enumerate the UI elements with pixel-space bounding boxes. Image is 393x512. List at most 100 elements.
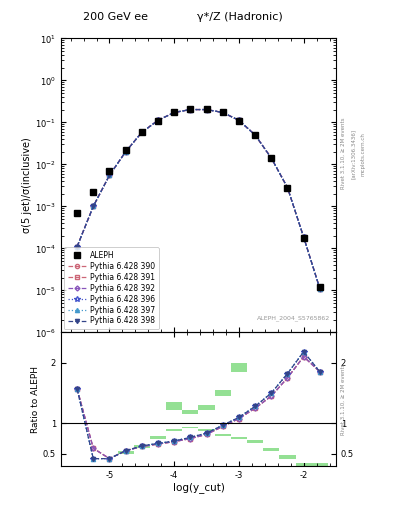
Line: Pythia 6.428 391: Pythia 6.428 391: [75, 108, 322, 291]
Pythia 6.428 398: [237, 117, 241, 123]
Pythia 6.428 392: [285, 184, 290, 190]
Pythia 6.428 392: [318, 286, 322, 292]
Pythia 6.428 390: [301, 234, 306, 240]
Pythia 6.428 397: [269, 155, 274, 161]
Line: Pythia 6.428 390: Pythia 6.428 390: [75, 108, 322, 291]
Pythia 6.428 390: [91, 203, 95, 209]
Pythia 6.428 398: [220, 110, 225, 116]
Pythia 6.428 391: [204, 106, 209, 113]
Pythia 6.428 396: [107, 172, 112, 178]
Pythia 6.428 397: [156, 117, 160, 123]
Pythia 6.428 391: [269, 155, 274, 161]
Pythia 6.428 396: [75, 244, 79, 250]
Pythia 6.428 392: [123, 148, 128, 155]
Pythia 6.428 397: [204, 106, 209, 113]
Pythia 6.428 392: [301, 234, 306, 240]
Text: Rivet 3.1.10, ≥ 2M events: Rivet 3.1.10, ≥ 2M events: [341, 118, 346, 189]
Line: ALEPH: ALEPH: [74, 106, 323, 290]
ALEPH: [301, 234, 306, 241]
Pythia 6.428 397: [140, 129, 144, 135]
Pythia 6.428 392: [220, 110, 225, 116]
Line: Pythia 6.428 397: Pythia 6.428 397: [75, 108, 322, 291]
Pythia 6.428 398: [107, 172, 112, 178]
Pythia 6.428 397: [188, 106, 193, 113]
Pythia 6.428 390: [123, 148, 128, 155]
Pythia 6.428 398: [253, 132, 257, 138]
Pythia 6.428 396: [253, 132, 257, 138]
Pythia 6.428 391: [188, 106, 193, 113]
Pythia 6.428 392: [237, 117, 241, 123]
Pythia 6.428 398: [285, 184, 290, 190]
Pythia 6.428 390: [237, 117, 241, 123]
Line: Pythia 6.428 396: Pythia 6.428 396: [74, 107, 323, 291]
Pythia 6.428 390: [269, 155, 274, 161]
ALEPH: [204, 106, 209, 112]
Pythia 6.428 397: [220, 110, 225, 116]
Pythia 6.428 392: [204, 106, 209, 113]
Pythia 6.428 397: [75, 244, 79, 250]
Text: ALEPH_2004_S5765862: ALEPH_2004_S5765862: [257, 315, 331, 321]
Pythia 6.428 392: [75, 244, 79, 250]
Pythia 6.428 391: [318, 286, 322, 292]
Pythia 6.428 396: [237, 117, 241, 123]
Pythia 6.428 392: [269, 155, 274, 161]
Line: Pythia 6.428 392: Pythia 6.428 392: [75, 108, 321, 290]
ALEPH: [123, 147, 128, 153]
Pythia 6.428 397: [91, 203, 95, 209]
Pythia 6.428 396: [140, 129, 144, 135]
Pythia 6.428 398: [318, 286, 322, 292]
Pythia 6.428 391: [91, 203, 95, 209]
Text: [arXiv:1306.3436]: [arXiv:1306.3436]: [351, 129, 356, 179]
Pythia 6.428 396: [172, 110, 176, 116]
Pythia 6.428 396: [318, 286, 322, 292]
Pythia 6.428 397: [301, 234, 306, 240]
Pythia 6.428 398: [140, 129, 144, 135]
Pythia 6.428 392: [107, 172, 112, 178]
ALEPH: [237, 118, 241, 124]
ALEPH: [318, 284, 322, 290]
Pythia 6.428 392: [188, 106, 193, 113]
Text: 200 GeV ee: 200 GeV ee: [83, 12, 147, 22]
Pythia 6.428 390: [204, 106, 209, 113]
Pythia 6.428 390: [253, 132, 257, 138]
Pythia 6.428 398: [188, 106, 193, 113]
Pythia 6.428 398: [301, 234, 306, 240]
Pythia 6.428 397: [172, 110, 176, 116]
Pythia 6.428 391: [220, 110, 225, 116]
Pythia 6.428 390: [285, 184, 290, 190]
Pythia 6.428 398: [123, 148, 128, 155]
Pythia 6.428 398: [91, 203, 95, 209]
ALEPH: [140, 129, 144, 135]
Pythia 6.428 391: [140, 129, 144, 135]
ALEPH: [172, 109, 176, 115]
Pythia 6.428 396: [204, 106, 209, 113]
Pythia 6.428 397: [123, 148, 128, 155]
Pythia 6.428 390: [156, 117, 160, 123]
Y-axis label: σ(5 jet)/σ(inclusive): σ(5 jet)/σ(inclusive): [22, 138, 32, 233]
Pythia 6.428 396: [156, 117, 160, 123]
Pythia 6.428 398: [269, 155, 274, 161]
Pythia 6.428 390: [172, 110, 176, 116]
Pythia 6.428 390: [107, 172, 112, 178]
Text: γ*/Z (Hadronic): γ*/Z (Hadronic): [197, 12, 283, 22]
Pythia 6.428 396: [123, 148, 128, 155]
ALEPH: [285, 184, 290, 190]
ALEPH: [91, 189, 95, 195]
Text: mcplots.cern.ch: mcplots.cern.ch: [361, 132, 366, 176]
Pythia 6.428 390: [220, 110, 225, 116]
Pythia 6.428 392: [156, 117, 160, 123]
Pythia 6.428 396: [188, 106, 193, 113]
Pythia 6.428 398: [204, 106, 209, 113]
Pythia 6.428 397: [285, 184, 290, 190]
ALEPH: [220, 109, 225, 115]
Pythia 6.428 390: [75, 244, 79, 250]
Pythia 6.428 392: [253, 132, 257, 138]
Pythia 6.428 392: [91, 203, 95, 209]
Pythia 6.428 396: [269, 155, 274, 161]
Pythia 6.428 398: [156, 117, 160, 123]
ALEPH: [253, 132, 257, 138]
Line: Pythia 6.428 398: Pythia 6.428 398: [75, 108, 322, 291]
Pythia 6.428 398: [172, 110, 176, 116]
Pythia 6.428 391: [75, 244, 79, 250]
Text: Rivet 3.1.10, ≥ 2M events: Rivet 3.1.10, ≥ 2M events: [341, 364, 346, 435]
